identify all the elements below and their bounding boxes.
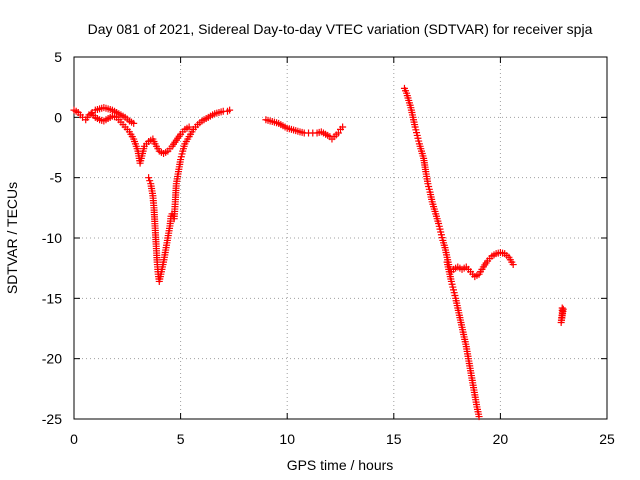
y-tick-label: -15 xyxy=(42,290,62,306)
y-tick-label: -20 xyxy=(42,351,62,367)
data-point xyxy=(185,123,193,131)
chart-title: Day 081 of 2021, Sidereal Day-to-day VTE… xyxy=(88,21,593,37)
series-arc-5 xyxy=(400,84,517,281)
data-point xyxy=(226,106,234,114)
y-tick-label: 5 xyxy=(54,49,62,65)
series-arc-3 xyxy=(145,106,234,285)
y-tick-label: -25 xyxy=(42,411,62,427)
plot-frame xyxy=(73,56,608,420)
x-tick-label: 0 xyxy=(70,431,78,447)
data-point xyxy=(145,174,153,182)
tick-layer: 0 5 10 15 20 25 5 0 -5 -10 -15 -20 -25 xyxy=(42,49,615,447)
x-tick-label: 10 xyxy=(279,431,295,447)
data-points xyxy=(70,84,567,421)
data-point xyxy=(339,123,347,131)
grid-layer xyxy=(74,57,607,419)
series-arc-4 xyxy=(262,116,347,143)
y-tick-label: -10 xyxy=(42,230,62,246)
data-point xyxy=(334,129,342,137)
x-tick-label: 15 xyxy=(386,431,402,447)
y-tick-label: 0 xyxy=(54,109,62,125)
x-tick-label: 5 xyxy=(177,431,185,447)
y-axis-label: SDTVAR / TECUs xyxy=(4,182,20,294)
data-point xyxy=(509,261,517,269)
y-tick-label: -5 xyxy=(50,170,63,186)
series-arc-6 xyxy=(443,258,483,421)
data-point xyxy=(559,305,567,313)
x-tick-label: 25 xyxy=(599,431,615,447)
x-axis-label: GPS time / hours xyxy=(287,457,394,473)
series-arc-2 xyxy=(87,110,193,167)
data-point xyxy=(475,413,483,421)
data-point xyxy=(130,119,138,127)
x-tick-label: 20 xyxy=(493,431,509,447)
series-arc-7 xyxy=(557,304,567,326)
data-point xyxy=(146,177,154,185)
